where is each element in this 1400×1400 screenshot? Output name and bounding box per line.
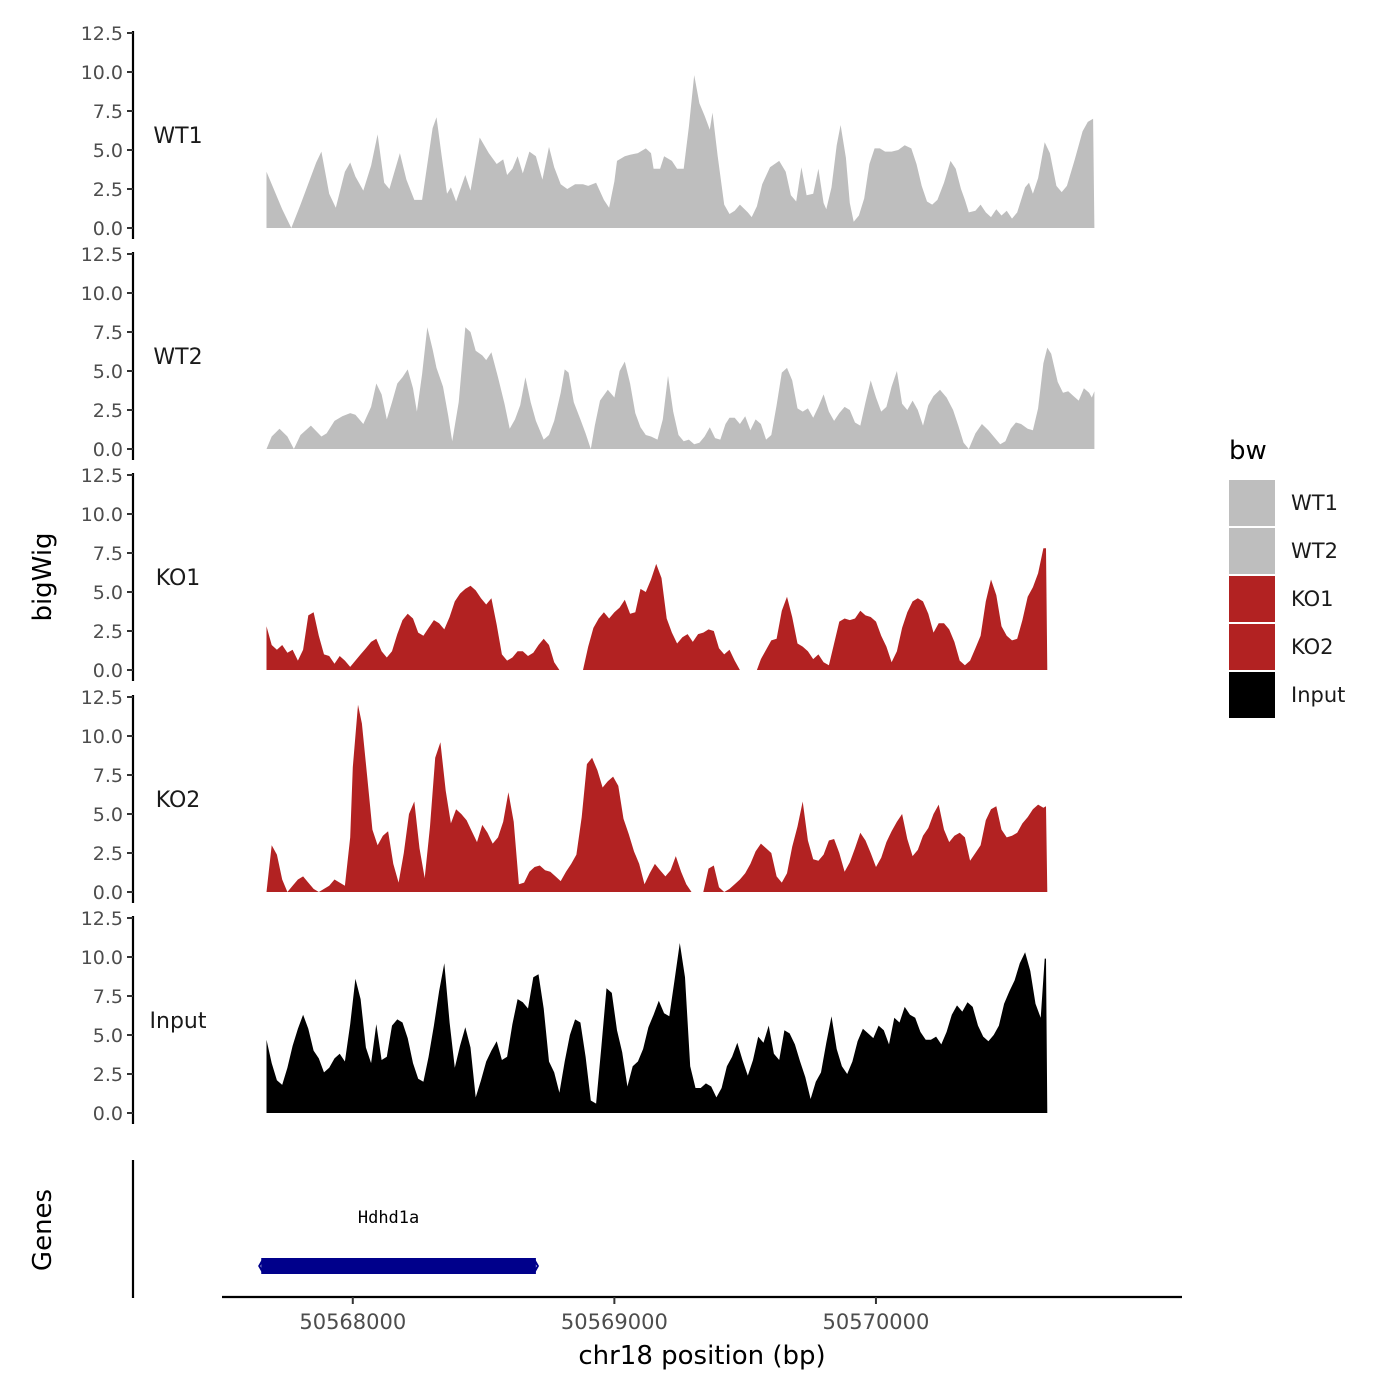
gene-body [261, 1258, 536, 1274]
y-tick-label: 2.5 [93, 400, 123, 422]
y-tick-label: 7.5 [93, 765, 123, 787]
legend: bw WT1 WT2 KO1 KO2 Input [1229, 436, 1345, 718]
y-tick-label: 12.5 [81, 465, 123, 487]
gene-strand-marker [533, 1258, 540, 1274]
y-tick-label: 7.5 [93, 986, 123, 1008]
x-tick-label: 50568000 [299, 1310, 406, 1334]
y-tick-label: 5.0 [93, 140, 123, 162]
signal-area-input [266, 943, 1048, 1113]
y-tick-label: 5.0 [93, 582, 123, 604]
y-tick-label: 10.0 [81, 504, 123, 526]
y-tick-label: 2.5 [93, 1064, 123, 1086]
gene-strand-marker [258, 1258, 265, 1274]
y-tick-label: 12.5 [81, 23, 123, 45]
legend-swatch-wt1 [1229, 480, 1275, 526]
y-axis-title: bigWig [28, 532, 58, 621]
track-ko1: 0.0 2.5 5.0 7.5 10.0 12.5 KO1 [81, 465, 1048, 682]
track-label: KO2 [156, 788, 201, 813]
signal-area-ko2 [266, 704, 1048, 892]
y-tick-label: 10.0 [81, 62, 123, 84]
genes-panel: Genes Hdhd1a [28, 1160, 540, 1298]
y-tick-label: 12.5 [81, 687, 123, 709]
signal-area-wt2 [266, 327, 1095, 449]
gene-label: Hdhd1a [358, 1208, 419, 1228]
y-tick-label: 10.0 [81, 283, 123, 305]
track-label: WT2 [153, 345, 202, 370]
legend-swatch-input [1229, 672, 1275, 718]
y-tick-label: 5.0 [93, 1025, 123, 1047]
y-tick-label: 0.0 [93, 660, 123, 682]
x-tick-label: 50570000 [823, 1310, 930, 1334]
y-tick-label: 5.0 [93, 804, 123, 826]
track-ko2: 0.0 2.5 5.0 7.5 10.0 12.5 KO2 [81, 687, 1048, 904]
y-tick-label: 2.5 [93, 621, 123, 643]
y-tick-label: 7.5 [93, 543, 123, 565]
y-tick-label: 2.5 [93, 179, 123, 201]
track-label: Input [150, 1009, 207, 1034]
y-tick-label: 0.0 [93, 218, 123, 240]
legend-label-wt1: WT1 [1291, 491, 1338, 515]
y-tick-label: 5.0 [93, 361, 123, 383]
y-tick-label: 2.5 [93, 843, 123, 865]
y-tick-label: 10.0 [81, 947, 123, 969]
legend-swatch-wt2 [1229, 528, 1275, 574]
track-label: WT1 [153, 124, 202, 149]
signal-area-wt1 [266, 75, 1095, 228]
track-wt2: 0.0 2.5 5.0 7.5 10.0 12.5 WT2 [81, 244, 1095, 461]
track-wt1: 0.0 2.5 5.0 7.5 10.0 12.5 WT1 [81, 23, 1095, 240]
y-tick-label: 0.0 [93, 1103, 123, 1125]
x-axis: 50568000 50569000 50570000 [222, 1295, 1182, 1334]
y-tick-label: 7.5 [93, 322, 123, 344]
legend-label-ko1: KO1 [1291, 587, 1334, 611]
track-input: 0.0 2.5 5.0 7.5 10.0 12.5 Input [81, 908, 1048, 1125]
signal-tracks: 0.0 2.5 5.0 7.5 10.0 12.5 WT1 0.0 2.5 5.0 7.5 10.0 1… [81, 23, 1095, 1125]
y-tick-label: 0.0 [93, 882, 123, 904]
signal-area-ko1 [266, 548, 1048, 670]
y-tick-label: 12.5 [81, 244, 123, 266]
legend-swatch-ko2 [1229, 624, 1275, 670]
legend-swatch-ko1 [1229, 576, 1275, 622]
legend-title: bw [1229, 436, 1267, 466]
y-tick-label: 0.0 [93, 439, 123, 461]
track-label: KO1 [156, 566, 201, 591]
genes-track-label: Genes [28, 1189, 58, 1271]
y-tick-label: 7.5 [93, 101, 123, 123]
legend-label-ko2: KO2 [1291, 635, 1334, 659]
y-tick-label: 10.0 [81, 726, 123, 748]
x-tick-label: 50569000 [561, 1310, 668, 1334]
legend-label-wt2: WT2 [1291, 539, 1338, 563]
y-tick-label: 12.5 [81, 908, 123, 930]
legend-label-input: Input [1291, 683, 1345, 707]
x-axis-title: chr18 position (bp) [578, 1341, 825, 1371]
